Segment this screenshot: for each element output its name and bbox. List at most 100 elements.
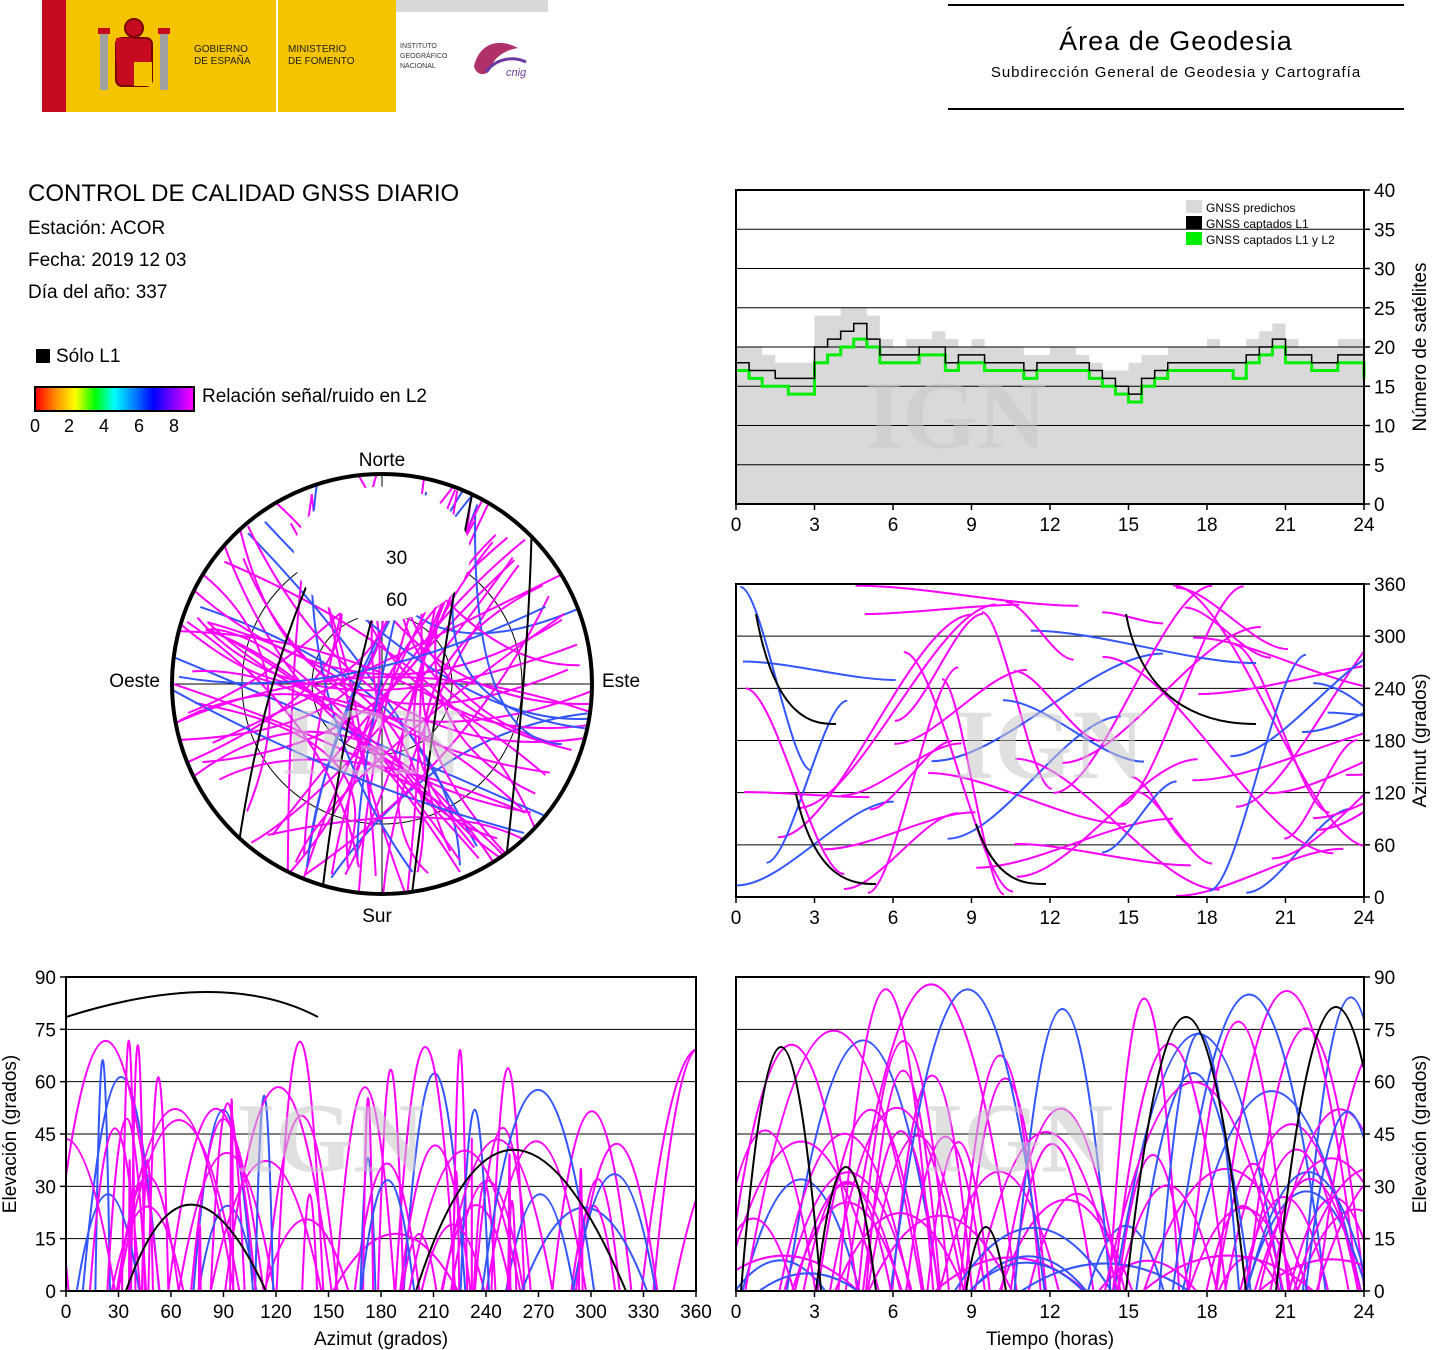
satellite-track bbox=[362, 1097, 375, 1291]
track-layer bbox=[66, 991, 696, 1291]
satellite-track-l1 bbox=[125, 1203, 267, 1291]
satellite-track-l1 bbox=[66, 991, 319, 1018]
satellite-track bbox=[1108, 997, 1181, 1291]
satellite-track-l1 bbox=[415, 1148, 627, 1291]
y-tick-label: 15 bbox=[35, 1230, 56, 1251]
y-tick-label: 60 bbox=[1374, 1073, 1395, 1094]
track-layer bbox=[736, 584, 1364, 897]
y-axis-label: Número de satélites bbox=[1410, 263, 1431, 432]
y-axis-label: Azimut (grados) bbox=[1410, 673, 1431, 807]
elevation-azimuth-chart: IGN 0 15 30 45 60 75 90 0 30 60 90 120 150 180 210 240 27… bbox=[0, 968, 712, 1350]
x-tick-label: 3 bbox=[809, 908, 820, 929]
satellite-track bbox=[778, 1132, 911, 1291]
series-l1-line bbox=[736, 322, 1365, 395]
y-tick-label: 90 bbox=[1374, 968, 1395, 989]
satellite-track bbox=[572, 1173, 657, 1291]
satellite-track bbox=[816, 1109, 925, 1291]
x-tick-label: 90 bbox=[213, 1302, 234, 1323]
y-tick-label: 0 bbox=[1374, 495, 1385, 516]
area-title: Área de Geodesia bbox=[1059, 26, 1293, 56]
skyplot-chart: IGN 30 60 Norte Sur Este Oeste bbox=[109, 450, 640, 927]
satellite-track bbox=[247, 532, 478, 847]
satellite-track-l1 bbox=[965, 1226, 1007, 1291]
colorbar-tick: 2 bbox=[64, 416, 75, 436]
satellite-track bbox=[938, 1170, 1060, 1291]
x-axis-label: Azimut (grados) bbox=[314, 1329, 448, 1350]
flag-stripe bbox=[42, 0, 66, 112]
satellite-track bbox=[264, 1114, 339, 1291]
satellite-track bbox=[360, 1179, 416, 1291]
satellite-track bbox=[741, 1178, 861, 1291]
satellite-track bbox=[1224, 1123, 1359, 1291]
satellite-track bbox=[1187, 1020, 1290, 1291]
watermark-text: IGN bbox=[865, 361, 1046, 468]
satellite-track bbox=[736, 1044, 859, 1291]
x-tick-label: 330 bbox=[628, 1302, 660, 1323]
satellite-track bbox=[736, 1259, 827, 1291]
satellite-track bbox=[824, 811, 976, 851]
ign-bar bbox=[396, 0, 548, 12]
x-tick-label: 24 bbox=[1353, 515, 1375, 536]
satellite-track bbox=[209, 1102, 246, 1291]
x-tick-label: 21 bbox=[1275, 515, 1296, 536]
direction-north: Norte bbox=[359, 450, 405, 471]
satellite-track bbox=[745, 687, 845, 876]
satellite-track bbox=[1246, 1027, 1364, 1291]
satellite-track bbox=[121, 1039, 137, 1291]
x-tick-label: 0 bbox=[731, 515, 742, 536]
direction-east: Este bbox=[602, 671, 640, 692]
satellite-track bbox=[968, 1261, 1084, 1291]
no-coverage-zone bbox=[293, 486, 471, 621]
satellite-track bbox=[1116, 1153, 1190, 1291]
satellite-track bbox=[736, 1129, 817, 1291]
satellite-track bbox=[192, 1109, 255, 1291]
satellite-track bbox=[178, 605, 546, 685]
ministry-logo: MINISTERIO DE FOMENTO bbox=[278, 0, 396, 112]
x-tick-label: 150 bbox=[313, 1302, 345, 1323]
x-tick-label: 60 bbox=[160, 1302, 181, 1323]
satellite-track bbox=[1184, 606, 1272, 659]
y-tick-label: 75 bbox=[35, 1020, 56, 1041]
y-tick-label: 20 bbox=[1374, 338, 1395, 359]
legend-swatch bbox=[1186, 216, 1202, 229]
ministry-line1: MINISTERIO bbox=[288, 44, 347, 55]
satellite-track bbox=[301, 1193, 319, 1291]
satellite-track bbox=[736, 1254, 859, 1291]
colorbar-tick: 4 bbox=[99, 416, 110, 436]
satellite-track bbox=[399, 1144, 472, 1291]
x-tick-label: 210 bbox=[418, 1302, 450, 1323]
satellite-track bbox=[1103, 1081, 1285, 1291]
satellite-track bbox=[1176, 847, 1344, 897]
satellite-track bbox=[928, 772, 1127, 825]
satellite-track-l1 bbox=[1275, 1006, 1364, 1291]
gov-name-line2: DE ESPAÑA bbox=[194, 56, 251, 67]
satellite-track bbox=[190, 1117, 257, 1291]
date-label: Fecha: 2019 12 03 bbox=[28, 250, 187, 271]
x-tick-label: 12 bbox=[1039, 515, 1060, 536]
ring-label-30: 30 bbox=[386, 548, 407, 569]
satellite-track bbox=[242, 557, 550, 774]
satellite-track bbox=[1172, 584, 1364, 847]
government-logo: GOBIERNO DE ESPAÑA bbox=[66, 0, 276, 112]
satellite-track bbox=[578, 1167, 584, 1291]
x-axis-label: Tiempo (horas) bbox=[986, 1329, 1114, 1350]
satellite-track bbox=[451, 1048, 469, 1291]
satellite-track bbox=[459, 1108, 490, 1291]
satellite-track bbox=[1135, 1072, 1252, 1291]
satellite-track-l1 bbox=[795, 793, 877, 885]
x-tick-label: 15 bbox=[1118, 908, 1139, 929]
x-tick-label: 3 bbox=[809, 1302, 820, 1323]
x-tick-label: 12 bbox=[1039, 1302, 1060, 1323]
satellite-track bbox=[408, 1149, 522, 1291]
satellite-track bbox=[401, 1233, 438, 1291]
satellite-track bbox=[1131, 776, 1193, 847]
satellite-track bbox=[485, 1140, 588, 1291]
satellite-track bbox=[1209, 653, 1307, 892]
satellite-track bbox=[330, 712, 588, 879]
satellite-track bbox=[1015, 757, 1220, 891]
satellite-track bbox=[1102, 611, 1164, 625]
satellite-track bbox=[167, 1108, 265, 1291]
satellite-track bbox=[1142, 1254, 1314, 1291]
satellite-track bbox=[394, 1045, 457, 1291]
